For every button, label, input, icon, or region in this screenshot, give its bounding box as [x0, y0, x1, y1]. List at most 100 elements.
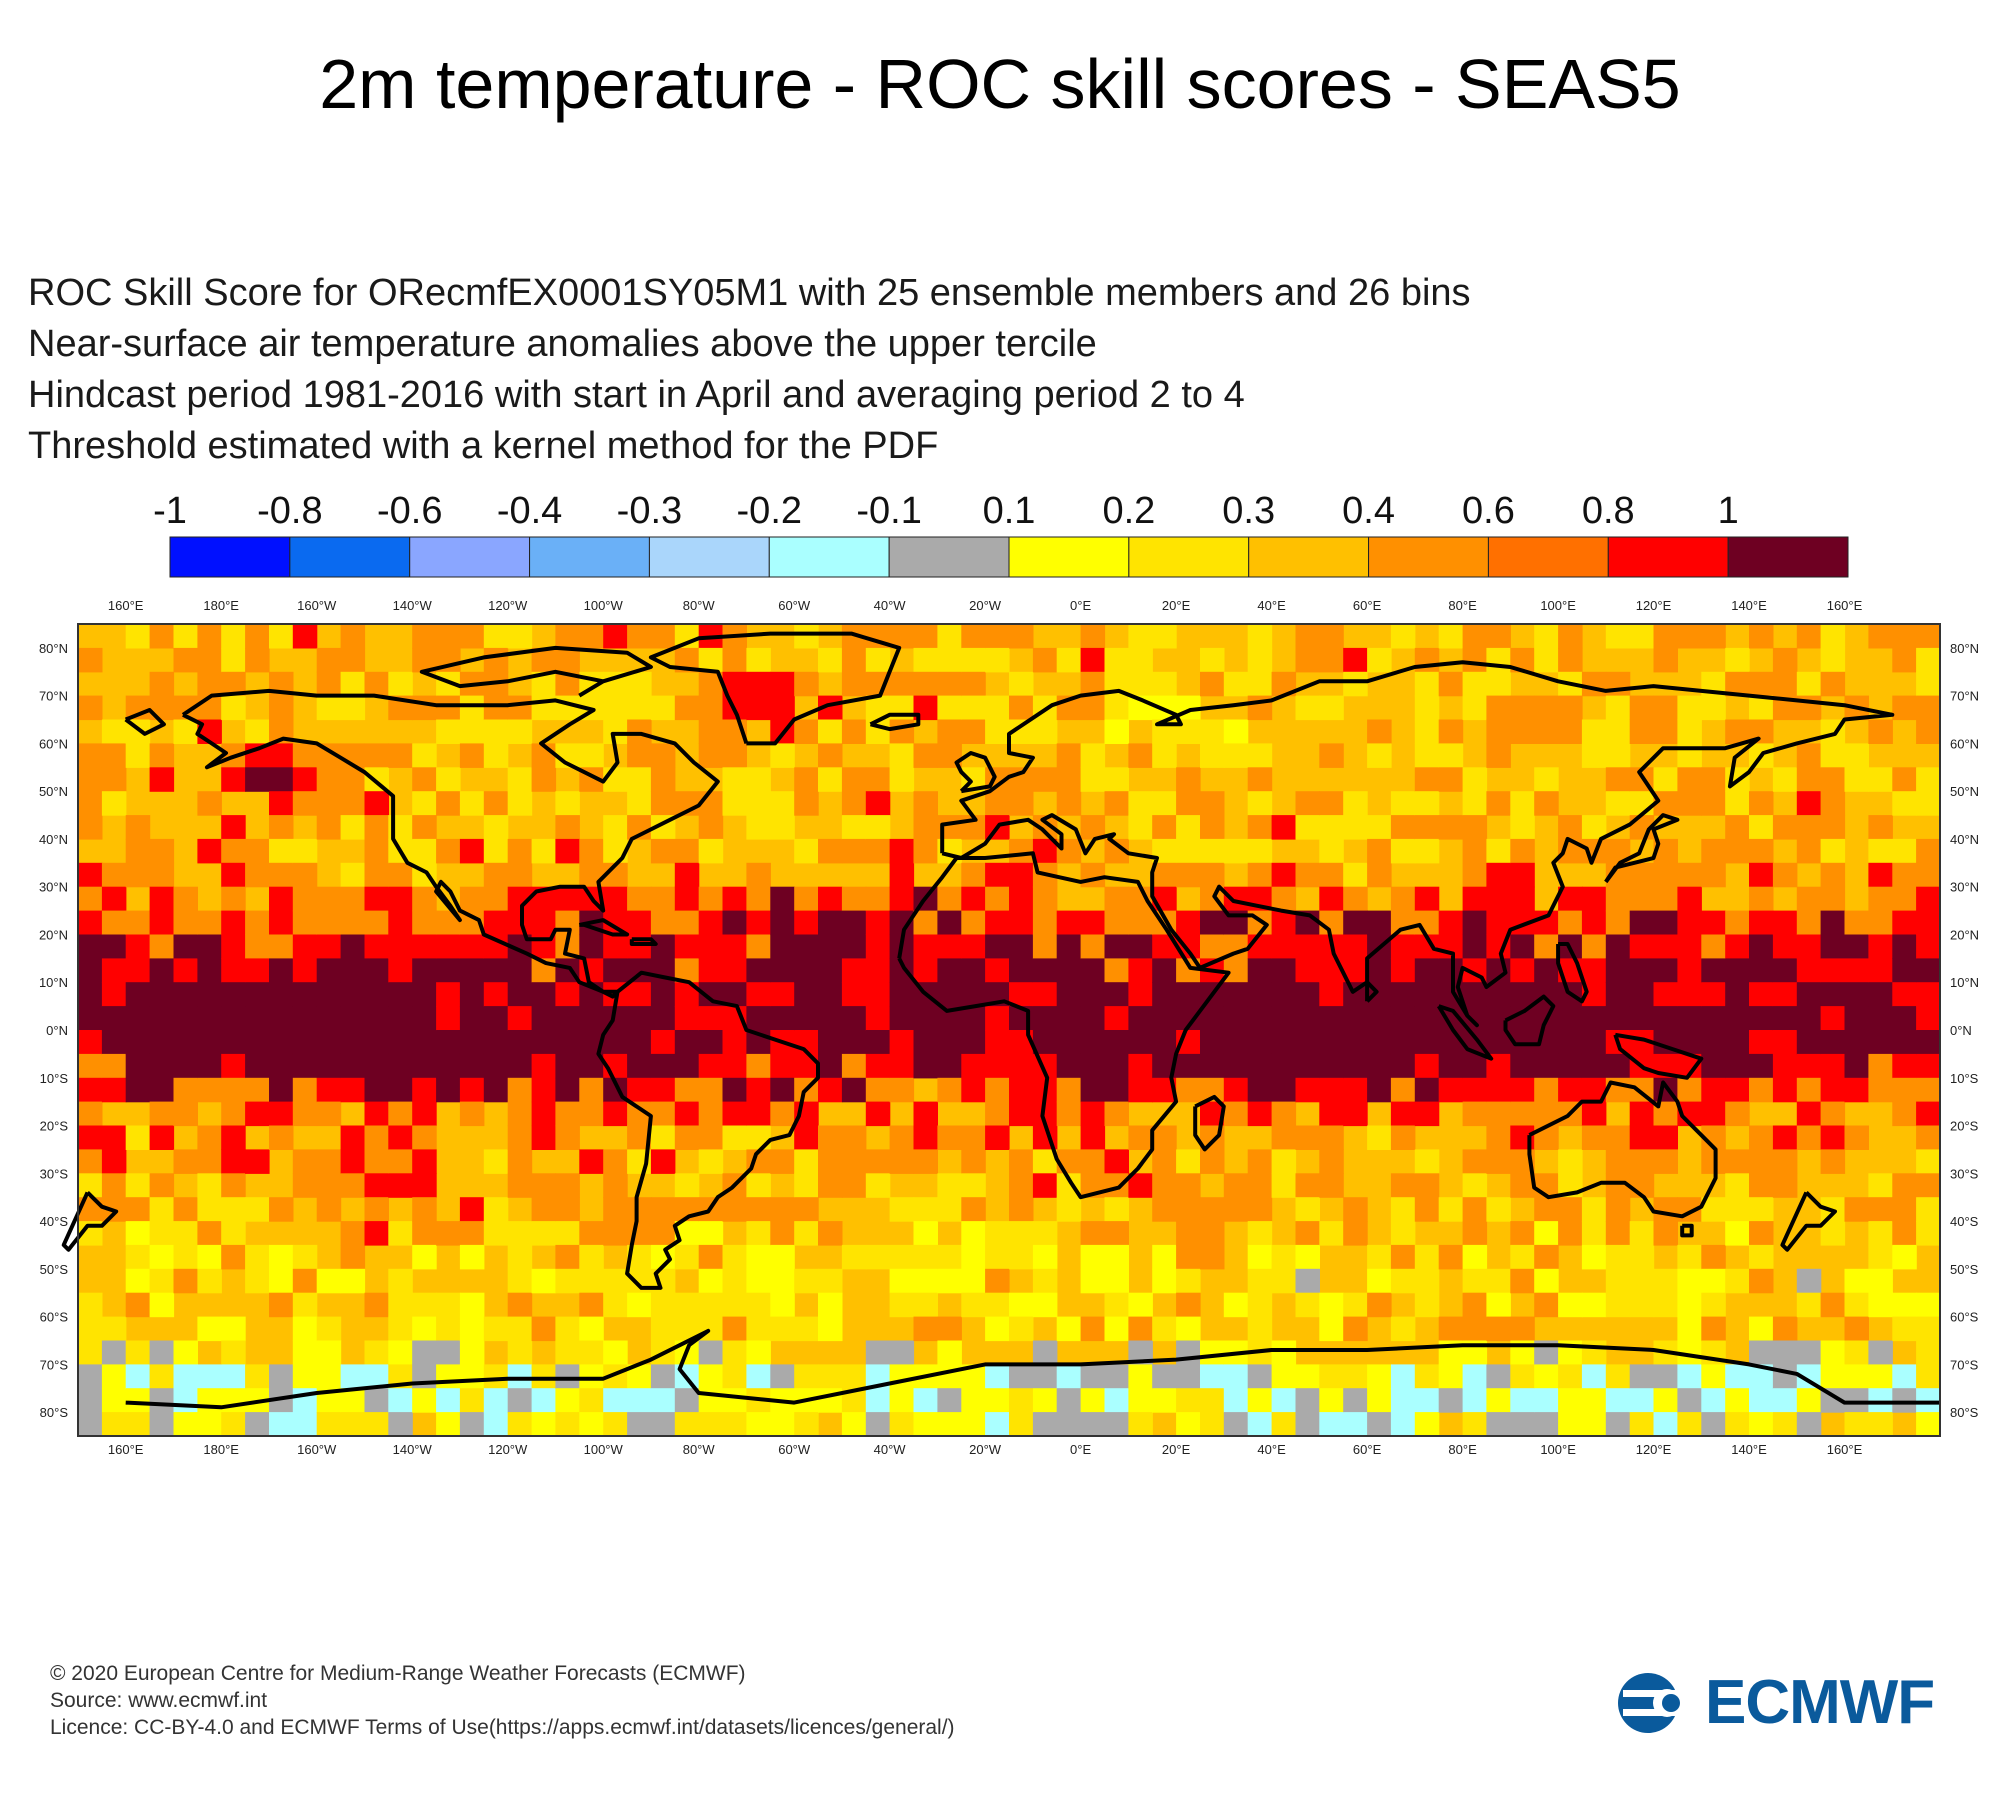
grid-cell — [459, 982, 485, 1007]
grid-cell — [1844, 1125, 1869, 1150]
grid-cell — [1319, 695, 1344, 721]
grid-cell — [1128, 910, 1153, 936]
grid-cell — [1200, 1244, 1225, 1270]
grid-cell — [1581, 671, 1607, 697]
grid-cell — [1080, 1006, 1106, 1031]
grid-cell — [459, 1364, 485, 1389]
grid-cell — [1319, 1149, 1344, 1174]
grid-cell — [698, 1006, 724, 1031]
grid-cell — [1128, 1412, 1153, 1437]
grid-cell — [1916, 958, 1941, 983]
grid-cell — [698, 1101, 724, 1127]
longitude-label: 160°W — [297, 600, 337, 613]
colorbar-label: 0.6 — [1462, 490, 1515, 532]
grid-cell — [388, 1221, 413, 1246]
grid-cell — [627, 1412, 652, 1437]
grid-cell — [1056, 1030, 1082, 1055]
grid-cell — [221, 1053, 246, 1079]
grid-cell — [794, 719, 819, 744]
grid-cell — [459, 1221, 485, 1246]
grid-cell — [961, 624, 986, 649]
grid-cell — [1390, 1077, 1416, 1103]
grid-cell — [340, 1268, 366, 1294]
grid-cell — [1868, 624, 1893, 649]
grid-cell — [1367, 1388, 1392, 1413]
latitude-label: 50°S — [40, 1262, 69, 1277]
latitude-label: 60°S — [1950, 1310, 1979, 1325]
grid-cell — [173, 719, 198, 744]
grid-cell — [221, 1173, 246, 1198]
grid-cell — [1772, 1125, 1798, 1150]
grid-cell — [1104, 934, 1129, 959]
grid-cell — [746, 1101, 771, 1127]
grid-cell — [1247, 1412, 1273, 1437]
grid-cell — [1892, 1030, 1917, 1055]
grid-cell — [627, 886, 652, 912]
grid-cell — [1319, 1364, 1344, 1389]
grid-cell — [1772, 1006, 1798, 1031]
grid-cell — [650, 838, 676, 864]
grid-cell — [1701, 1101, 1726, 1127]
grid-cell — [1462, 791, 1488, 816]
grid-cell — [197, 1173, 222, 1198]
grid-cell — [698, 958, 724, 983]
grid-cell — [1128, 982, 1153, 1007]
grid-cell — [364, 1340, 389, 1365]
grid-cell — [197, 934, 222, 959]
grid-cell — [937, 886, 962, 912]
grid-cell — [292, 767, 318, 792]
grid-cell — [1510, 886, 1535, 912]
ecmwf-logo[interactable]: ECMWF — [1615, 1668, 1960, 1738]
grid-cell — [316, 767, 342, 792]
grid-cell — [364, 1006, 389, 1031]
grid-cell — [650, 1388, 676, 1413]
grid-cell — [269, 624, 294, 649]
grid-cell — [674, 695, 700, 721]
grid-cell — [650, 743, 676, 768]
grid-cell — [746, 695, 771, 721]
grid-cell — [1247, 838, 1273, 864]
grid-cell — [1200, 1197, 1225, 1222]
grid-cell — [1916, 767, 1941, 792]
latitude-label: 20°N — [1950, 928, 1979, 943]
grid-cell — [1367, 1364, 1392, 1389]
grid-cell — [889, 1006, 915, 1031]
grid-cell — [1916, 1292, 1941, 1318]
grid-cell — [1056, 743, 1082, 768]
latitude-label: 10°S — [1950, 1071, 1979, 1086]
grid-cell — [340, 958, 366, 983]
grid-cell — [1438, 1053, 1464, 1079]
grid-cell — [1367, 719, 1392, 744]
grid-cell — [937, 719, 962, 744]
grid-cell — [579, 1292, 604, 1318]
grid-cell — [794, 624, 819, 649]
grid-cell — [1820, 862, 1846, 888]
grid-cell — [1749, 910, 1774, 936]
longitude-label: 140°E — [1731, 1442, 1767, 1457]
grid-cell — [1367, 1292, 1392, 1318]
grid-cell — [1056, 958, 1082, 983]
grid-cell — [436, 934, 461, 959]
grid-cell — [78, 1412, 103, 1437]
grid-cell — [412, 1340, 437, 1365]
grid-cell — [101, 1077, 127, 1103]
grid-cell — [1677, 1244, 1702, 1270]
grid-cell — [1772, 910, 1798, 936]
grid-cell — [1032, 719, 1058, 744]
grid-cell — [1271, 1030, 1297, 1055]
grid-cell — [364, 1412, 389, 1437]
grid-cell — [1056, 1412, 1082, 1437]
grid-cell — [1200, 1340, 1225, 1365]
grid-cell — [794, 958, 819, 983]
grid-cell — [1605, 910, 1631, 936]
grid-cell — [746, 910, 771, 936]
grid-cell — [269, 1030, 294, 1055]
grid-cell — [1152, 1030, 1177, 1055]
grid-cell — [101, 1030, 127, 1055]
grid-cell — [841, 1125, 867, 1150]
grid-cell — [555, 1340, 580, 1365]
grid-cell — [1486, 1125, 1511, 1150]
grid-cell — [125, 1364, 151, 1389]
grid-cell — [1104, 1221, 1129, 1246]
latitude-label: 0°N — [46, 1023, 68, 1038]
